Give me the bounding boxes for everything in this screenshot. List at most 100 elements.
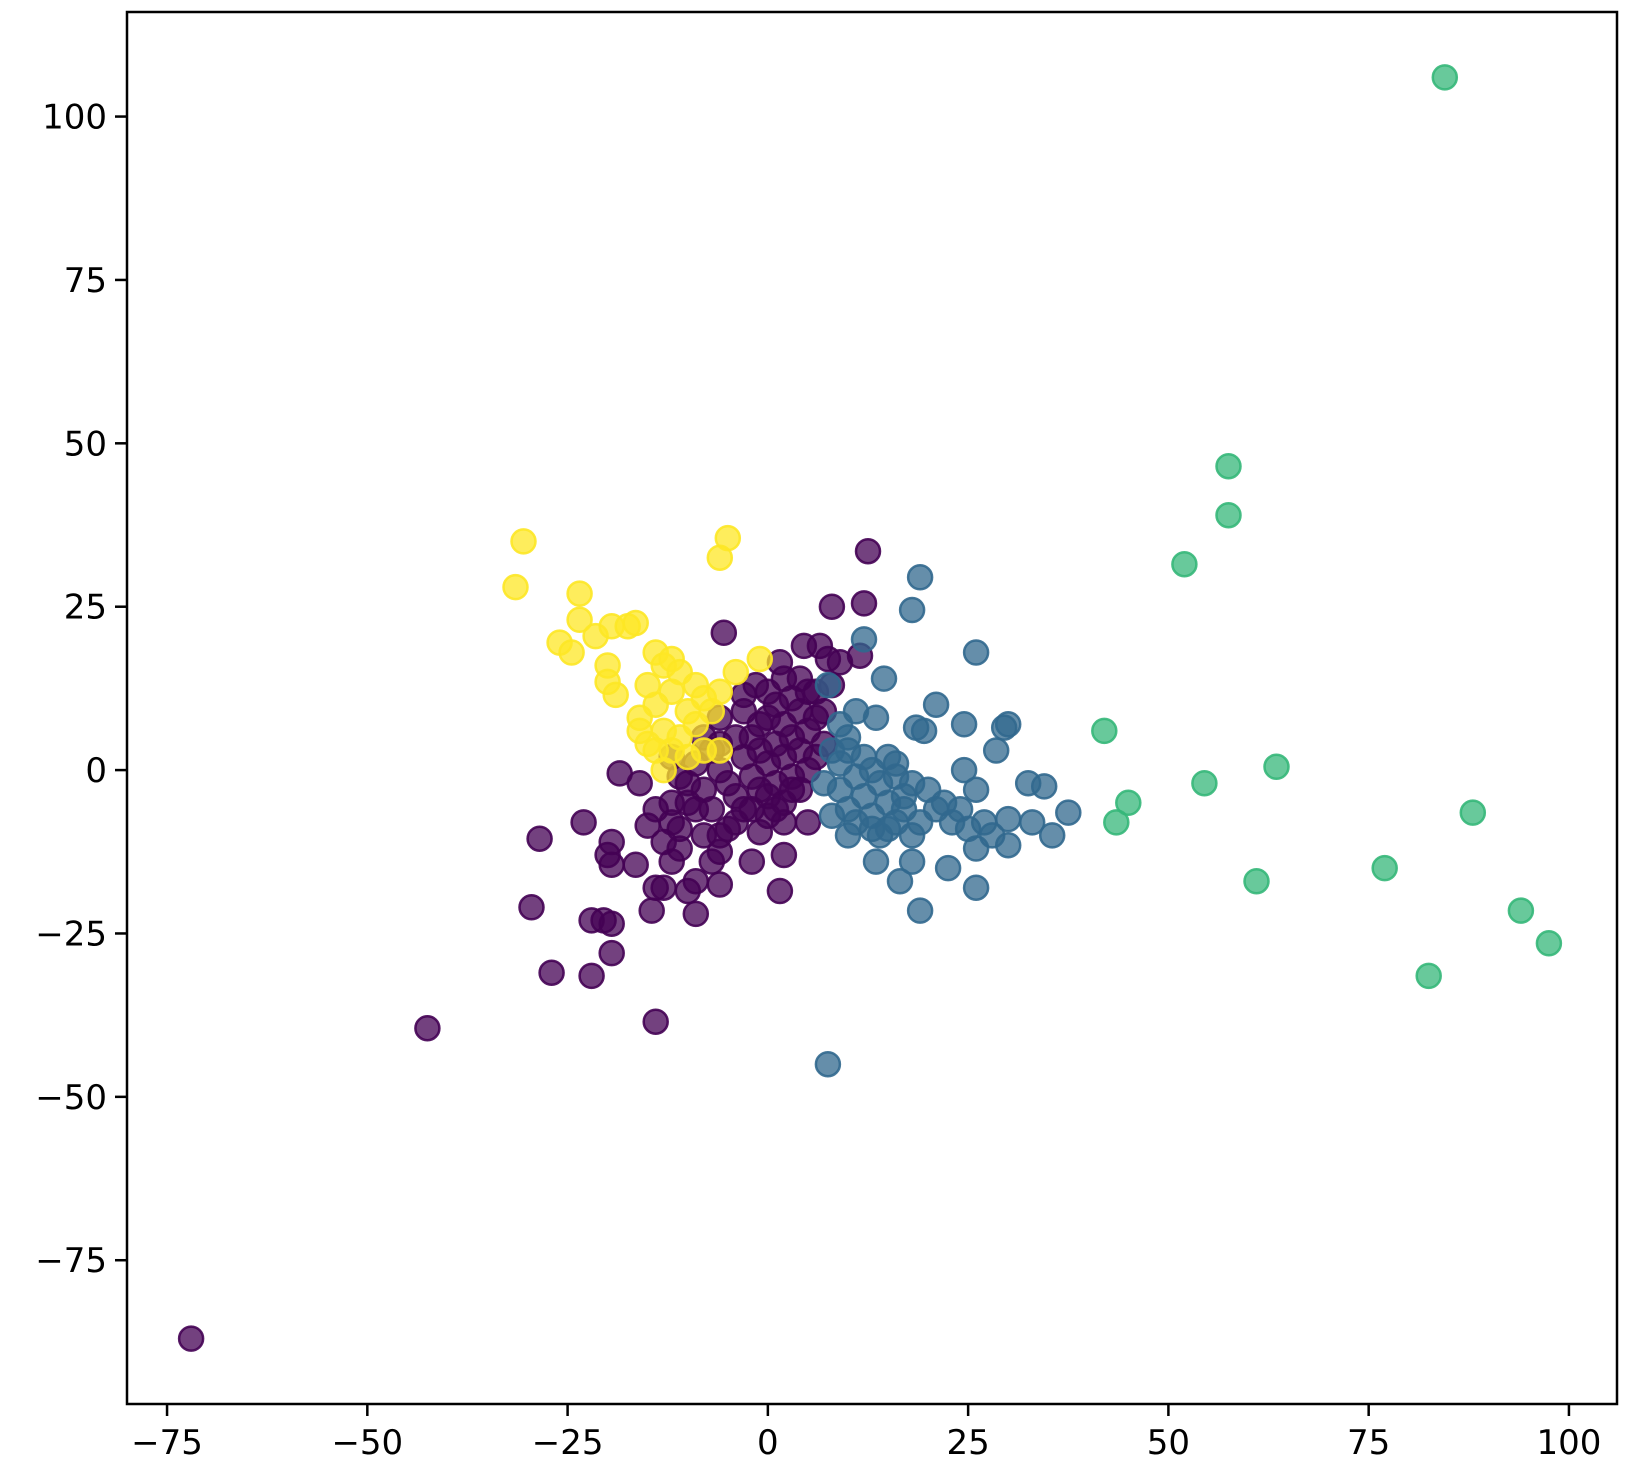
y-tick-label: −75 (35, 1241, 107, 1281)
data-point (682, 867, 710, 895)
y-tick-label: 100 (42, 98, 107, 138)
x-tick-label: 75 (1347, 1423, 1390, 1463)
data-point (642, 1008, 669, 1035)
data-point (1030, 773, 1058, 800)
data-point (910, 717, 938, 745)
data-point (1103, 809, 1130, 836)
y-tick-label: 75 (64, 261, 107, 301)
data-point (1018, 809, 1046, 836)
data-point (1115, 789, 1142, 817)
data-point (810, 769, 838, 797)
data-point (870, 665, 898, 692)
y-tick-label: −25 (35, 914, 107, 954)
data-point (922, 691, 950, 718)
x-tick-label: −50 (331, 1423, 403, 1463)
data-point (1038, 822, 1066, 849)
data-point (906, 897, 934, 924)
data-point (706, 737, 734, 764)
series-0 (177, 537, 882, 1352)
data-point (722, 658, 750, 686)
data-point (570, 809, 597, 836)
data-point (814, 1050, 842, 1078)
y-tick-label: 0 (85, 751, 107, 791)
data-point (682, 796, 710, 823)
data-point (886, 867, 914, 895)
data-point (762, 796, 790, 823)
data-point (1191, 769, 1218, 797)
data-point (950, 711, 978, 738)
y-tick-label: 50 (64, 424, 107, 464)
data-point (898, 822, 926, 849)
data-point (826, 649, 854, 676)
data-point (1215, 452, 1242, 480)
data-point (414, 1014, 441, 1042)
data-point (638, 897, 665, 924)
data-point (558, 639, 585, 666)
data-point (706, 678, 734, 705)
data-point (1459, 799, 1487, 826)
data-point (177, 1325, 205, 1352)
data-point (650, 756, 677, 784)
data-point (1171, 550, 1198, 578)
x-axis: −75 −50 −25 0 25 50 75 100 (131, 1404, 1601, 1463)
data-point (510, 528, 537, 555)
points-layer (177, 64, 1563, 1352)
data-point (538, 959, 565, 986)
data-point (818, 802, 846, 830)
data-point (962, 874, 990, 901)
data-point (978, 822, 1006, 849)
data-point (982, 737, 1010, 764)
data-point (650, 828, 677, 856)
data-point (954, 815, 982, 843)
data-point (642, 796, 669, 823)
data-point (962, 776, 990, 803)
data-point (1415, 962, 1442, 990)
data-point (1263, 753, 1290, 781)
data-point (598, 939, 625, 967)
plot-frame (125, 10, 1619, 1406)
data-point (634, 671, 661, 699)
data-point (746, 645, 774, 673)
data-point (626, 769, 653, 797)
data-point (842, 809, 870, 836)
data-point (994, 711, 1022, 738)
data-point (526, 825, 553, 852)
data-point (898, 596, 926, 624)
data-point (518, 894, 545, 921)
data-point (818, 737, 846, 764)
data-point (710, 619, 738, 647)
data-point (598, 910, 625, 937)
data-point (770, 841, 798, 869)
data-point (1243, 867, 1270, 895)
data-point (1535, 930, 1563, 957)
x-tick-label: 0 (757, 1423, 779, 1463)
data-point (906, 564, 934, 591)
series-1 (810, 564, 1082, 1078)
data-point (626, 717, 653, 745)
data-point (874, 815, 902, 843)
data-point (766, 877, 794, 905)
series-3 (502, 524, 774, 784)
x-tick-label: 50 (1147, 1423, 1190, 1463)
data-point (862, 848, 890, 875)
data-point (746, 711, 774, 738)
data-point (1507, 897, 1535, 924)
x-tick-label: −25 (532, 1423, 604, 1463)
data-point (1215, 501, 1242, 529)
data-point (850, 626, 878, 653)
data-point (962, 639, 990, 666)
data-point (1371, 854, 1398, 882)
data-point (594, 841, 621, 869)
data-point (858, 756, 886, 784)
data-point (850, 590, 878, 617)
data-point (898, 848, 926, 875)
data-point (882, 763, 910, 790)
data-point (818, 593, 846, 620)
y-axis: −75 −50 −25 0 25 50 75 100 (35, 98, 127, 1281)
data-point (778, 776, 806, 803)
data-point (706, 871, 734, 898)
data-point (826, 711, 854, 738)
data-point (502, 573, 529, 601)
data-point (854, 537, 882, 565)
